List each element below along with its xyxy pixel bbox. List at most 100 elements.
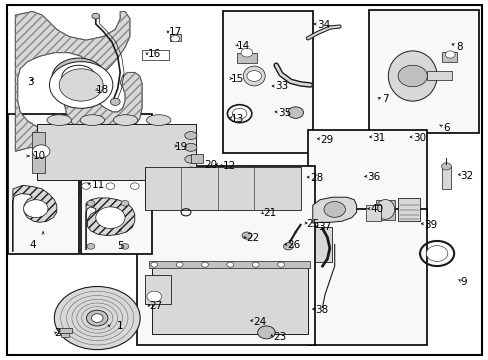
- Ellipse shape: [184, 143, 197, 151]
- Text: 13: 13: [230, 114, 244, 124]
- Bar: [8, 114, 79, 253]
- Bar: [397, 198, 419, 221]
- Circle shape: [87, 201, 95, 206]
- Text: 16: 16: [148, 49, 161, 59]
- Circle shape: [61, 65, 96, 90]
- Text: 20: 20: [204, 159, 217, 170]
- Text: 10: 10: [33, 151, 46, 161]
- Text: 19: 19: [175, 142, 188, 152]
- Text: 6: 6: [443, 123, 449, 132]
- Text: 2: 2: [54, 328, 61, 338]
- Bar: [427, 71, 451, 80]
- Ellipse shape: [184, 167, 197, 175]
- Circle shape: [54, 287, 140, 350]
- Bar: [441, 166, 450, 189]
- Text: 3: 3: [27, 77, 34, 87]
- Bar: [222, 12, 312, 153]
- Bar: [142, 50, 168, 60]
- Text: 37: 37: [318, 222, 331, 232]
- Bar: [32, 132, 44, 173]
- Text: 32: 32: [460, 171, 473, 181]
- Bar: [170, 35, 181, 41]
- Text: 39: 39: [423, 220, 436, 230]
- Circle shape: [91, 314, 103, 322]
- Circle shape: [397, 65, 427, 87]
- Circle shape: [92, 13, 100, 19]
- Circle shape: [277, 262, 284, 267]
- Circle shape: [226, 262, 233, 267]
- Circle shape: [52, 58, 105, 98]
- Bar: [71, 179, 210, 194]
- Text: 12: 12: [222, 161, 235, 171]
- Circle shape: [59, 69, 103, 101]
- Text: 17: 17: [168, 27, 182, 37]
- Bar: [315, 226, 331, 262]
- Ellipse shape: [387, 51, 436, 101]
- Ellipse shape: [47, 115, 71, 126]
- Polygon shape: [312, 197, 356, 223]
- Circle shape: [242, 232, 251, 239]
- Text: 7: 7: [381, 94, 388, 104]
- Polygon shape: [13, 185, 57, 252]
- Bar: [307, 209, 427, 345]
- Text: 18: 18: [96, 85, 109, 95]
- Circle shape: [246, 71, 261, 81]
- Circle shape: [287, 107, 303, 118]
- Text: 36: 36: [366, 172, 380, 182]
- Text: 5: 5: [117, 241, 123, 251]
- Text: 26: 26: [287, 240, 300, 250]
- Circle shape: [155, 183, 163, 189]
- Text: 14: 14: [237, 41, 250, 50]
- Circle shape: [49, 62, 113, 108]
- Text: 4: 4: [29, 239, 36, 249]
- Bar: [237, 53, 256, 63]
- Ellipse shape: [184, 155, 197, 163]
- Circle shape: [426, 246, 447, 261]
- Circle shape: [121, 201, 129, 206]
- Text: 1: 1: [117, 321, 123, 331]
- Text: 8: 8: [456, 42, 462, 52]
- Bar: [149, 261, 310, 268]
- Ellipse shape: [375, 199, 394, 219]
- Circle shape: [121, 243, 129, 249]
- Text: 23: 23: [272, 332, 285, 342]
- Circle shape: [179, 183, 187, 189]
- Ellipse shape: [113, 115, 138, 126]
- Circle shape: [130, 183, 139, 189]
- Text: 33: 33: [274, 81, 287, 91]
- Ellipse shape: [80, 115, 104, 126]
- Text: 28: 28: [310, 173, 323, 183]
- Circle shape: [252, 262, 259, 267]
- Circle shape: [445, 51, 454, 58]
- Circle shape: [86, 310, 108, 326]
- Bar: [190, 154, 203, 163]
- Text: 24: 24: [253, 317, 266, 327]
- Bar: [152, 266, 307, 334]
- Bar: [58, 328, 72, 333]
- Bar: [366, 205, 380, 221]
- Text: 22: 22: [245, 233, 259, 243]
- Polygon shape: [86, 198, 135, 250]
- Bar: [81, 114, 152, 253]
- Circle shape: [32, 145, 50, 158]
- Text: 30: 30: [412, 133, 425, 143]
- Polygon shape: [15, 12, 142, 151]
- Circle shape: [257, 326, 275, 339]
- Circle shape: [283, 243, 293, 250]
- Circle shape: [81, 183, 90, 189]
- Text: 40: 40: [369, 204, 383, 215]
- Circle shape: [232, 108, 246, 119]
- Bar: [144, 167, 300, 211]
- Bar: [307, 130, 427, 228]
- Circle shape: [324, 202, 345, 217]
- Circle shape: [441, 163, 450, 170]
- Text: 21: 21: [263, 208, 276, 218]
- Bar: [137, 166, 315, 345]
- Ellipse shape: [184, 132, 197, 139]
- Text: 35: 35: [277, 108, 290, 118]
- Text: 25: 25: [306, 219, 319, 229]
- Circle shape: [147, 291, 161, 302]
- Bar: [37, 125, 195, 180]
- Bar: [441, 51, 456, 62]
- Text: 15: 15: [230, 74, 244, 84]
